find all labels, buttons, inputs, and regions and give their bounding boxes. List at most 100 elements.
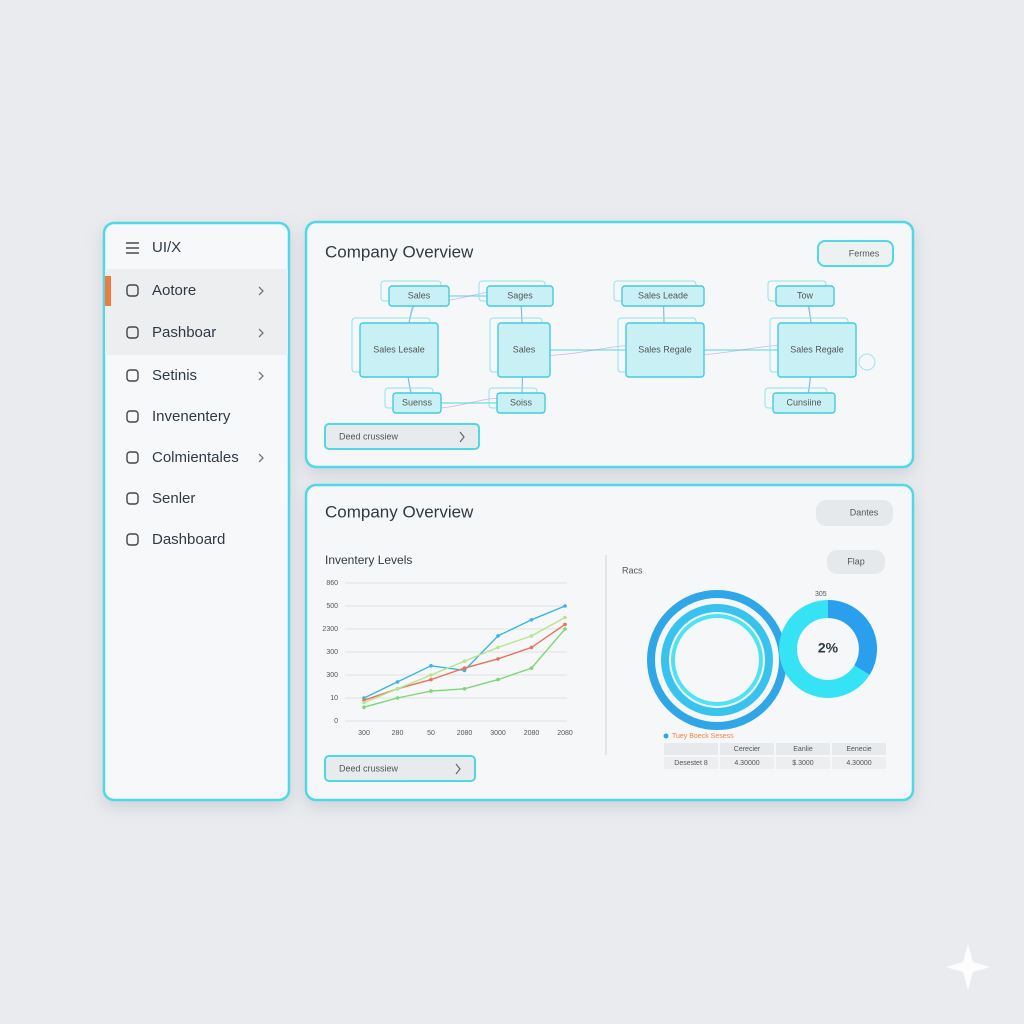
node (496, 392, 546, 414)
panel-title: Company Overview (325, 242, 474, 261)
node (486, 285, 554, 307)
table-cell-text: 4.30000 (846, 760, 871, 767)
x-tick-label: 50 (427, 730, 435, 737)
x-tick-label: 2080 (557, 730, 573, 737)
node-label: Soiss (510, 397, 533, 407)
sidebar-highlight (105, 269, 288, 355)
legend-dot (663, 733, 669, 739)
sidebar-title: UI/X (152, 239, 181, 256)
chevron (459, 431, 465, 443)
nav-icon (126, 326, 139, 339)
point (563, 622, 567, 627)
chevron (258, 286, 264, 296)
node (777, 322, 857, 378)
point (362, 705, 366, 709)
node-label: Sales Lesale (373, 344, 425, 354)
node-label: Suenss (402, 397, 433, 407)
y-tick-label: 300 (326, 649, 338, 656)
footer-button-label[interactable]: Deed crussiew (339, 763, 399, 773)
node-label: Sages (507, 290, 533, 300)
node-label: Cunsiine (786, 397, 821, 407)
sparkle (946, 944, 990, 990)
footer-button[interactable] (324, 423, 480, 450)
node (775, 285, 835, 307)
nav-item[interactable]: Senler (152, 490, 195, 507)
y-tick-label: 300 (326, 672, 338, 679)
donut-button[interactable] (827, 550, 885, 574)
x-tick-label: 280 (392, 730, 404, 737)
donut-button-label[interactable]: Flap (847, 556, 865, 566)
point (529, 618, 534, 622)
node (772, 392, 836, 414)
nav-item[interactable]: Setinis (152, 367, 197, 384)
x-tick-label: 3000 (490, 730, 506, 737)
node (392, 392, 442, 414)
table-cell (776, 757, 830, 769)
point (462, 659, 467, 663)
point (362, 700, 366, 705)
footer-button-label[interactable]: Deed crussiew (339, 431, 399, 441)
nav-icon (126, 451, 139, 464)
node-label: Tow (797, 290, 814, 300)
point (496, 657, 500, 661)
point (429, 673, 433, 677)
nav-icon (126, 410, 139, 423)
nav-item[interactable]: Dashboard (152, 531, 225, 548)
nav-icon (126, 533, 139, 546)
table-header-cell (776, 743, 830, 755)
point (563, 615, 567, 620)
table-cell (832, 757, 886, 769)
table-cell-text: $.3000 (792, 760, 814, 767)
node (497, 322, 551, 378)
table-header: Cerecier (734, 746, 761, 753)
chevron (258, 328, 264, 338)
legend-label: Tuey Boeck Sesess (672, 733, 734, 740)
table-cell (664, 757, 718, 769)
node-label: Sales (408, 290, 431, 300)
chevron (258, 453, 264, 463)
panel-button[interactable] (816, 500, 893, 526)
table-header: Eenecie (846, 746, 871, 753)
nav-item[interactable]: Aotore (152, 282, 196, 299)
point (462, 666, 467, 670)
point (395, 687, 400, 691)
y-tick-label: 0 (334, 718, 338, 725)
y-tick-label: 2300 (322, 626, 338, 633)
panel-button[interactable] (817, 240, 894, 267)
nav-item[interactable]: Invenentery (152, 408, 231, 425)
nav-icon (126, 492, 139, 505)
nav-icon (126, 369, 139, 382)
active-indicator (105, 276, 111, 306)
point (429, 664, 433, 668)
node-label: Sales Regale (638, 344, 692, 354)
table-cell-text: 4.30000 (734, 760, 759, 767)
y-tick-label: 500 (326, 603, 338, 610)
point (496, 645, 500, 650)
point (529, 645, 534, 650)
node-label: Sales Leade (638, 290, 688, 300)
footer-button[interactable] (324, 755, 476, 782)
node-handle (858, 353, 876, 371)
chevron (258, 371, 264, 381)
nav-item[interactable]: Pashboar (152, 324, 216, 341)
point (395, 680, 400, 684)
nav-icon (126, 284, 139, 297)
point (429, 689, 433, 693)
nav-item[interactable]: Colmientales (152, 449, 239, 466)
point (429, 677, 433, 682)
table-cell-text: Desestet 8 (674, 760, 708, 767)
node-label: Sales (513, 344, 536, 354)
point (462, 687, 467, 691)
panel-button-label[interactable]: Dantes (850, 507, 879, 517)
y-tick-label: 10 (330, 695, 338, 702)
panel-button-label[interactable]: Fermes (849, 248, 880, 258)
node (359, 322, 439, 378)
point (529, 634, 534, 638)
table-header-cell (664, 743, 718, 755)
chevron (455, 763, 461, 775)
donut-segment (827, 600, 877, 675)
donut-center: 2% (818, 640, 839, 656)
y-tick-label: 860 (326, 580, 338, 587)
point (563, 604, 567, 608)
